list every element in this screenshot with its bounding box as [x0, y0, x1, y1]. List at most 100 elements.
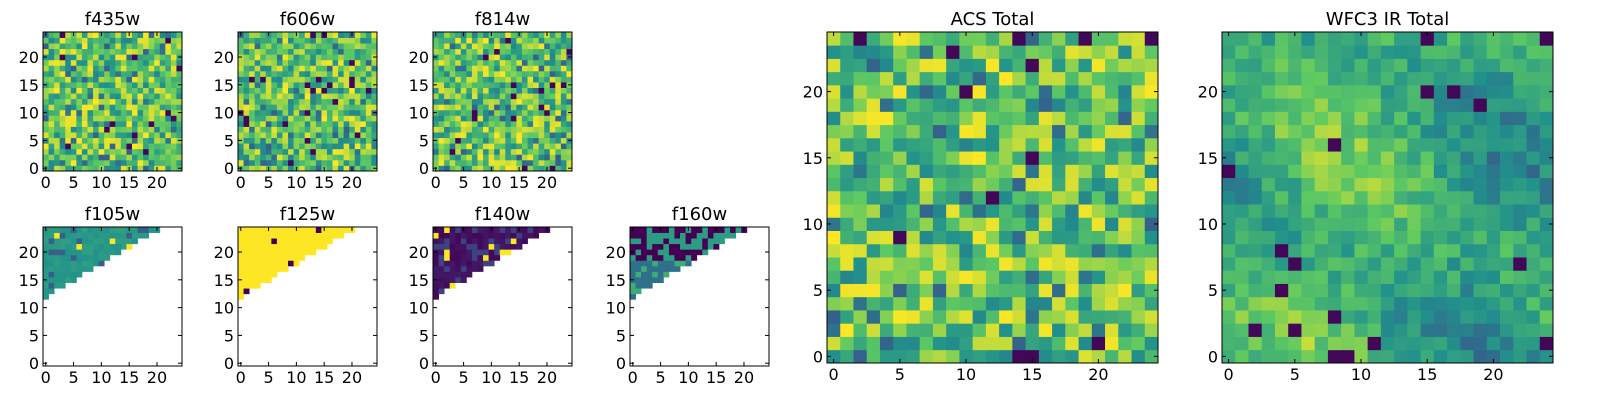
heatmap-cell: [527, 48, 534, 55]
heatmap-cell: [932, 58, 947, 73]
heatmap-cell: [866, 45, 881, 59]
heatmap-cell: [343, 93, 350, 100]
heatmap-cell: [93, 159, 99, 166]
heatmap-cell: [680, 243, 686, 250]
heatmap-cell: [972, 204, 987, 218]
heatmap-cell: [932, 98, 947, 112]
heatmap-cell: [1447, 58, 1461, 73]
heatmap-cell: [1354, 243, 1369, 258]
heatmap-cell: [1447, 336, 1461, 351]
heatmap-cell: [1367, 124, 1382, 139]
heatmap-cell: [349, 109, 356, 116]
heatmap-cell: [516, 87, 523, 94]
heatmap-cell: [538, 148, 545, 155]
heatmap-cell: [1354, 151, 1369, 165]
heatmap-cell: [93, 32, 99, 38]
heatmap-cell: [538, 37, 545, 44]
heatmap-cell: [549, 70, 556, 77]
heatmap-cell: [1038, 32, 1053, 46]
heatmap-cell: [165, 120, 172, 127]
heatmap-cell: [254, 93, 261, 100]
heatmap-cell: [538, 76, 545, 83]
heatmap-cell: [321, 93, 328, 100]
heatmap-cell: [70, 277, 77, 283]
heatmap-cell: [115, 120, 122, 127]
heatmap-cell: [81, 120, 88, 127]
heatmap-cell: [1367, 32, 1382, 46]
heatmap-cell: [1327, 310, 1342, 324]
heatmap-cell: [165, 59, 172, 66]
heatmap-cell: [271, 260, 278, 267]
heatmap-cell: [494, 227, 501, 233]
heatmap-cell: [999, 111, 1013, 126]
heatmap-cell: [1248, 257, 1263, 271]
heatmap-cell: [1105, 296, 1119, 311]
heatmap-cell: [1354, 349, 1369, 364]
heatmap-cell: [533, 109, 540, 116]
heatmap-cell: [98, 260, 105, 267]
heatmap-cell: [243, 87, 250, 94]
heatmap-cell: [254, 104, 261, 111]
heatmap-cell: [1354, 71, 1369, 86]
heatmap-cell: [76, 232, 83, 239]
heatmap-cell: [1407, 349, 1421, 364]
heatmap-cell: [433, 132, 439, 139]
heatmap-cell: [365, 104, 372, 111]
heatmap-cell: [460, 65, 467, 72]
heatmap-cell: [1420, 111, 1435, 126]
heatmap-cell: [840, 151, 854, 165]
heatmap-cell: [176, 148, 183, 155]
heatmap-cell: [276, 227, 283, 233]
heatmap-cell: [985, 84, 1000, 99]
heatmap-cell: [371, 104, 378, 111]
heatmap-cell: [533, 159, 540, 166]
heatmap-cell: [516, 143, 523, 150]
heatmap-cell: [115, 37, 122, 44]
heatmap-cell: [906, 190, 921, 205]
heatmap-cell: [483, 54, 489, 61]
heatmap-cell: [65, 109, 72, 116]
heatmap-cell: [1301, 270, 1316, 284]
heatmap-cell: [271, 148, 278, 155]
heatmap-cell: [544, 54, 551, 61]
heatmap-cell: [326, 76, 333, 83]
heatmap-cell: [343, 137, 350, 144]
heatmap-cell: [59, 37, 66, 44]
heatmap-cell: [735, 227, 742, 233]
heatmap-cell: [919, 230, 934, 245]
heatmap-cell: [65, 249, 72, 256]
heatmap-cell: [65, 59, 72, 66]
heatmap-cell: [972, 296, 987, 311]
heatmap-cell: [1105, 58, 1119, 73]
heatmap-cell: [438, 271, 445, 278]
heatmap-cell: [471, 265, 478, 272]
heatmap-cell: [566, 32, 573, 38]
heatmap-cell: [505, 54, 512, 61]
heatmap-cell: [143, 43, 150, 50]
heatmap-cell: [946, 124, 960, 139]
heatmap-cell: [527, 227, 534, 233]
heatmap-cell: [81, 249, 88, 256]
heatmap-cell: [293, 260, 300, 267]
heatmap-cell: [265, 120, 272, 127]
heatmap-cell: [668, 227, 675, 233]
heatmap-cell: [365, 32, 372, 38]
heatmap-cell: [249, 98, 256, 105]
heatmap-cell: [1131, 257, 1146, 271]
heatmap-cell: [455, 98, 462, 105]
heatmap-cell: [866, 151, 881, 165]
heatmap-cell: [985, 310, 1000, 324]
heatmap-cell: [288, 70, 294, 77]
heatmap-cell: [170, 65, 177, 72]
heatmap-cell: [827, 283, 841, 298]
heatmap-cell: [315, 98, 322, 105]
heatmap-cell: [488, 93, 495, 100]
heatmap-cell: [919, 217, 934, 231]
heatmap-cell: [827, 177, 841, 192]
heatmap-cell: [652, 238, 659, 245]
heatmap-cell: [282, 115, 289, 122]
heatmap-cell: [1433, 257, 1448, 271]
heatmap-cell: [510, 93, 517, 100]
heatmap-cell: [494, 82, 501, 88]
heatmap-cell: [165, 148, 172, 155]
